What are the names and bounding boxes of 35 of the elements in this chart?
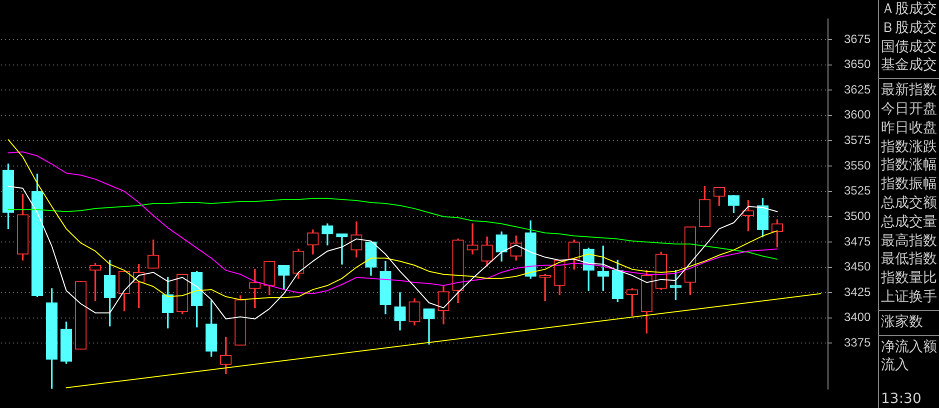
y-tick-label: 3500 [844,208,872,223]
y-tick-label: 3450 [844,260,872,274]
text: Ａ股成交 [881,1,937,17]
y-tick-label: 3550 [844,158,872,172]
text: 流入 [881,357,909,374]
y-tick-label: 3400 [844,310,872,324]
y-tick-label: 3650 [844,57,872,72]
text: 涨家数 [881,314,923,330]
text: 总成交量 [881,214,937,230]
text: 上证换手 [881,288,937,305]
text: 最高指数 [881,232,937,249]
text: 指数量比 [881,270,937,286]
text: 国债成交 [881,38,937,55]
candlestick [466,223,478,254]
text: Ｂ股成交 [881,20,937,36]
y-tick-label: 3375 [844,336,872,350]
y-tick-label: 3675 [844,32,872,46]
text: 指数涨跌 [881,138,937,155]
text: 今日开盘 [881,100,937,117]
y-tick-label: 3525 [844,184,872,198]
y-tick-label: 3475 [844,234,872,248]
text: 总成交额 [881,194,937,211]
y-tick-label: 3425 [844,284,872,299]
y-tick-label: 3575 [844,133,872,148]
text: 最新指数 [881,82,937,98]
text: 指数涨幅 [881,157,937,174]
text: 指数振幅 [881,176,937,192]
y-tick-label: 3600 [844,108,872,122]
text: 净流入额 [881,338,937,355]
text: 最低指数 [881,251,937,268]
text: 13:30 [881,391,922,407]
candlestick [336,234,348,265]
y-tick-label: 3625 [844,82,872,96]
text: 基金成交 [881,57,937,74]
text: 昨日收盘 [881,120,937,136]
